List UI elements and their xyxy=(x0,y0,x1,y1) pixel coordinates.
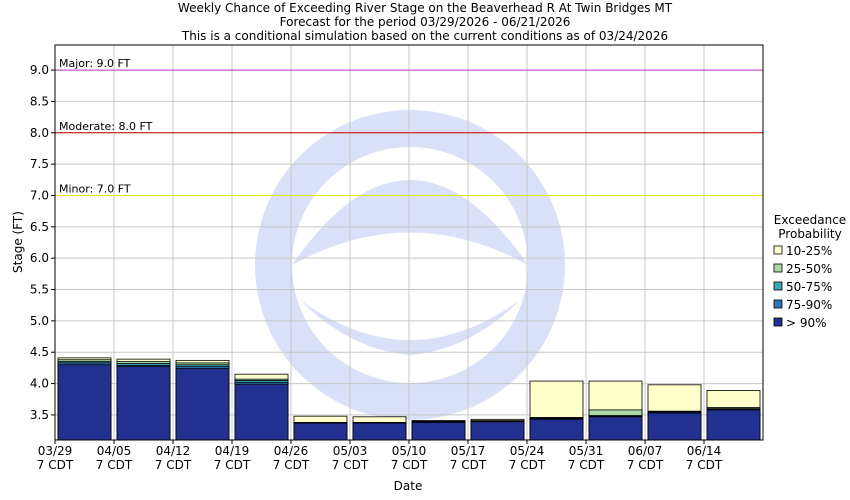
x-tick-sublabel: 7 CDT xyxy=(627,458,664,472)
chart-title-line-1: Weekly Chance of Exceeding River Stage o… xyxy=(178,1,673,15)
y-tick-label: 7.5 xyxy=(30,157,49,171)
legend-swatch xyxy=(773,317,783,327)
legend-title-line-2: Probability xyxy=(778,227,841,241)
bar-segment xyxy=(470,421,525,441)
x-tick-label: 06/07 xyxy=(628,444,663,458)
y-tick-label: 4.0 xyxy=(30,377,49,391)
bar-segment xyxy=(234,383,289,441)
x-tick-label: 06/14 xyxy=(687,444,722,458)
legend-label: 50-75% xyxy=(786,280,832,294)
y-tick-label: 3.5 xyxy=(30,408,49,422)
bar-segment xyxy=(411,422,466,441)
x-tick-label: 04/19 xyxy=(215,444,250,458)
threshold-label: Moderate: 8.0 FT xyxy=(59,120,153,133)
chart-title-line-3: This is a conditional simulation based o… xyxy=(181,29,668,43)
x-tick-label: 05/17 xyxy=(451,444,486,458)
bar-segment xyxy=(293,422,348,441)
y-tick-label: 6.5 xyxy=(30,220,49,234)
bar-segment xyxy=(647,412,702,441)
x-tick-sublabel: 7 CDT xyxy=(332,458,369,472)
legend-label: > 90% xyxy=(786,316,827,330)
threshold-label: Minor: 7.0 FT xyxy=(59,182,131,195)
bar-segment xyxy=(529,418,584,441)
bar-segment xyxy=(352,422,407,441)
x-tick-label: 04/26 xyxy=(274,444,309,458)
y-tick-label: 8.5 xyxy=(30,94,49,108)
x-tick-label: 05/31 xyxy=(569,444,604,458)
bar-segment xyxy=(116,366,171,441)
legend-label: 25-50% xyxy=(786,262,832,276)
x-tick-label: 04/12 xyxy=(156,444,191,458)
x-tick-label: 04/05 xyxy=(97,444,132,458)
y-tick-label: 5.0 xyxy=(30,314,49,328)
y-tick-label: 5.5 xyxy=(30,283,49,297)
legend-swatch xyxy=(773,245,783,255)
legend-swatch xyxy=(773,281,783,291)
x-tick-sublabel: 7 CDT xyxy=(214,458,251,472)
y-tick-label: 9.0 xyxy=(30,63,49,77)
y-axis-label: Stage (FT) xyxy=(11,211,25,273)
bar-segment xyxy=(175,368,230,441)
y-axis-ticks: 3.5 4.0 4.5 5.0 5.5 6.0 6.5 7.0 7.5 8.0 8.5 9.0 xyxy=(30,63,55,422)
x-tick-label: 05/10 xyxy=(392,444,427,458)
x-tick-label: 05/03 xyxy=(333,444,368,458)
threshold-label: Major: 9.0 FT xyxy=(59,57,131,70)
bar-segment xyxy=(706,409,761,441)
x-tick-sublabel: 7 CDT xyxy=(450,458,487,472)
x-tick-sublabel: 7 CDT xyxy=(568,458,605,472)
legend-label: 10-25% xyxy=(786,244,832,258)
legend-swatch xyxy=(773,299,783,309)
x-tick-label: 03/29 xyxy=(38,444,73,458)
y-tick-label: 6.0 xyxy=(30,251,49,265)
chart-title-line-2: Forecast for the period 03/29/2026 - 06/… xyxy=(280,15,571,29)
legend-swatch xyxy=(773,263,783,273)
bar-segment xyxy=(57,364,112,441)
x-tick-sublabel: 7 CDT xyxy=(37,458,74,472)
x-tick-sublabel: 7 CDT xyxy=(96,458,133,472)
y-tick-label: 8.0 xyxy=(30,126,49,140)
legend-title-line-1: Exceedance xyxy=(774,213,846,227)
legend-label: 75-90% xyxy=(786,298,832,312)
x-tick-sublabel: 7 CDT xyxy=(686,458,723,472)
x-tick-sublabel: 7 CDT xyxy=(509,458,546,472)
bars xyxy=(57,357,761,441)
x-axis-label: Date xyxy=(394,479,423,493)
x-tick-sublabel: 7 CDT xyxy=(273,458,310,472)
bar-segment xyxy=(588,416,643,441)
legend: Exceedance Probability 10-25% 25-50% 50-75… xyxy=(773,213,846,330)
x-tick-sublabel: 7 CDT xyxy=(155,458,192,472)
y-tick-label: 7.0 xyxy=(30,188,49,202)
x-tick-sublabel: 7 CDT xyxy=(391,458,428,472)
y-tick-label: 4.5 xyxy=(30,345,49,359)
threshold-lines: Major: 9.0 FT Moderate: 8.0 FT Minor: 7.0 … xyxy=(55,57,763,196)
noaa-watermark xyxy=(255,110,565,420)
x-tick-label: 05/24 xyxy=(510,444,545,458)
